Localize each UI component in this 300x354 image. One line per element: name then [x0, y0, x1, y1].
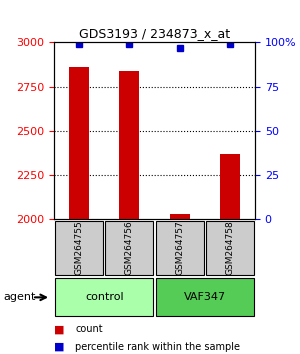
Text: percentile rank within the sample: percentile rank within the sample — [75, 342, 240, 352]
Title: GDS3193 / 234873_x_at: GDS3193 / 234873_x_at — [79, 27, 230, 40]
Text: count: count — [75, 324, 103, 334]
FancyBboxPatch shape — [55, 221, 103, 275]
Text: GSM264755: GSM264755 — [75, 221, 84, 275]
Bar — [119, 71, 140, 219]
FancyBboxPatch shape — [105, 221, 154, 275]
Text: ■: ■ — [54, 342, 64, 352]
Text: control: control — [85, 292, 124, 302]
Bar — [69, 67, 89, 219]
FancyBboxPatch shape — [206, 221, 254, 275]
FancyBboxPatch shape — [55, 278, 154, 316]
Text: GSM264756: GSM264756 — [125, 221, 134, 275]
FancyBboxPatch shape — [155, 221, 204, 275]
FancyBboxPatch shape — [155, 278, 254, 316]
Text: ■: ■ — [54, 324, 64, 334]
Text: agent: agent — [3, 292, 35, 302]
Text: GSM264757: GSM264757 — [175, 221, 184, 275]
Bar — [220, 154, 240, 219]
Bar — [169, 214, 190, 219]
Text: VAF347: VAF347 — [184, 292, 226, 302]
Text: GSM264758: GSM264758 — [225, 221, 234, 275]
